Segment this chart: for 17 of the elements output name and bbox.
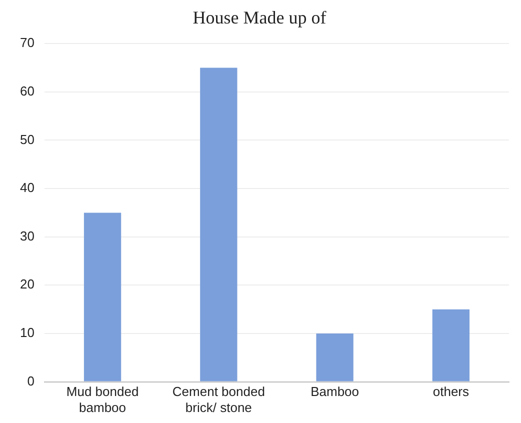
bar <box>316 333 354 382</box>
y-tick-label: 50 <box>20 132 34 147</box>
y-tick-label: 30 <box>20 228 34 244</box>
bar <box>432 309 470 382</box>
x-tick-label: Cement bonded brick/ stone <box>172 384 265 415</box>
y-tick-label: 10 <box>20 325 34 340</box>
bar <box>200 68 238 382</box>
y-tick-label: 40 <box>20 180 34 196</box>
y-tick-label: 20 <box>20 276 34 292</box>
y-tick-label: 0 <box>27 373 34 388</box>
chart-title: House Made up of <box>192 8 326 28</box>
x-tick-label: others <box>432 384 470 400</box>
y-tick-label: 70 <box>20 35 34 50</box>
bar <box>84 212 122 382</box>
x-tick-label: Mud bonded bamboo <box>66 384 139 415</box>
y-tick-label: 60 <box>20 83 34 98</box>
x-tick-label: Bamboo <box>310 384 360 400</box>
